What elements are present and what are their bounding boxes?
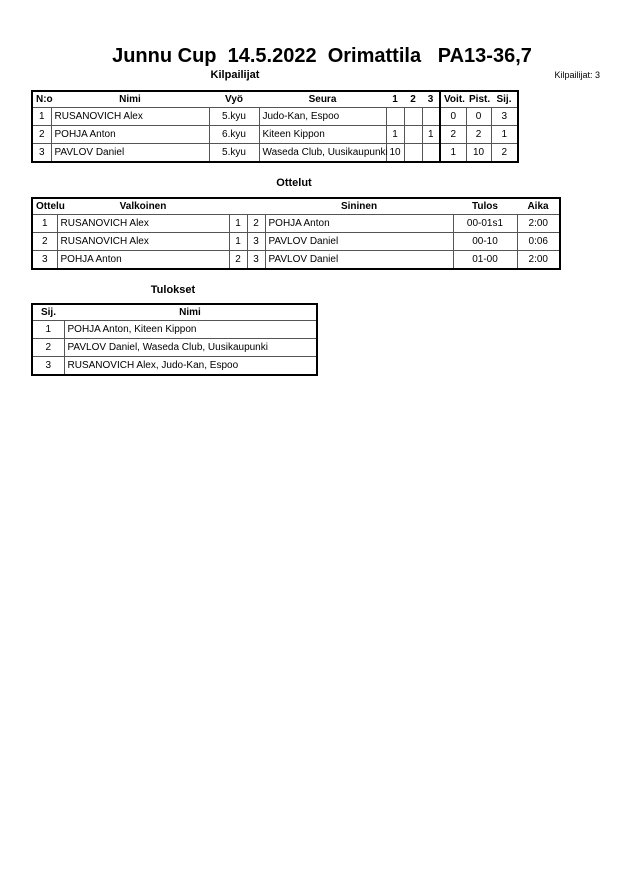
table-cell: POHJA Anton, Kiteen Kippon [63,320,318,339]
table-cell [403,125,423,144]
column-header: N:o [32,91,53,108]
table-cell: 10 [465,143,492,163]
table-cell: 2 [31,338,65,357]
table-row: 1 RUSANOVICH Alex 1 2 POHJA Anton 00-01s1 2:00 [31,214,561,233]
table-cell: 5.kyu [208,143,260,163]
table-cell: 3 [490,107,519,126]
table-cell: RUSANOVICH Alex, Judo-Kan, Espoo [63,356,318,376]
table-cell: RUSANOVICH Alex [50,107,210,126]
competitors-heading: Kilpailijat [210,69,260,81]
matches-table: Ottelu Valkoinen Sininen Tulos Aika 1 RUSANOV… [31,197,561,270]
column-header: Voit. [439,91,466,108]
column-header: Sij. [32,304,64,321]
table-cell: 01-00 [452,250,518,270]
column-header: Sij. [491,91,518,108]
table-row: 2 POHJA Anton 6.kyu Kiteen Kippon 1 1 2 2 1 [31,125,519,144]
table-cell: 0:06 [516,232,561,251]
column-header: Ottelu [32,198,65,215]
table-cell: 5.kyu [208,107,260,126]
table-cell: PAVLOV Daniel [50,143,210,163]
column-header: 1 [386,91,404,108]
table-cell: 1 [421,125,441,144]
table-cell: 0 [465,107,492,126]
table-cell: RUSANOVICH Alex [56,232,230,251]
table-cell [421,107,441,126]
table-cell [403,107,423,126]
table-cell: 3 [31,250,58,270]
table-cell: Judo-Kan, Espoo [258,107,387,126]
table-cell: 2:00 [516,250,561,270]
table-cell: 1 [31,107,52,126]
table-cell: RUSANOVICH Alex [56,214,230,233]
table-cell: 1 [490,125,519,144]
table-cell: 00-01s1 [452,214,518,233]
table-cell [403,143,423,163]
table-cell: 1 [439,143,467,163]
table-cell: 6.kyu [208,125,260,144]
column-header: Tulos [453,198,517,215]
column-header: Sininen [265,198,453,215]
competitors-table: N:o Nimi Vyö Seura 1 2 3 Voit. Pist. Sij. 1 RUSANO… [31,90,519,163]
table-cell: 3 [31,356,65,376]
results-heading: Tulokset [150,284,196,296]
table-cell: PAVLOV Daniel, Waseda Club, Uusikaupunki [63,338,318,357]
table-cell: 2 [439,125,467,144]
table-header-row: N:o Nimi Vyö Seura 1 2 3 Voit. Pist. Sij. [32,91,518,108]
table-cell: 2 [246,214,266,233]
table-cell: Kiteen Kippon [258,125,387,144]
column-header: Aika [517,198,560,215]
table-header-row: Sij. Nimi [32,304,317,321]
document-title: Junnu Cup 14.5.2022 Orimattila PA13-36,7 [112,45,532,67]
table-cell: 3 [246,250,266,270]
table-cell: 10 [385,143,405,163]
table-cell: 3 [31,143,52,163]
column-header: Seura [259,91,386,108]
table-row: 3 POHJA Anton 2 3 PAVLOV Daniel 01-00 2:00 [31,250,561,270]
column-header: Valkoinen [57,198,229,215]
table-cell: 3 [246,232,266,251]
table-cell: POHJA Anton [50,125,210,144]
table-cell: 1 [228,232,248,251]
table-cell: 2 [465,125,492,144]
table-cell: 2 [31,125,52,144]
table-row: 1 POHJA Anton, Kiteen Kippon [31,320,318,339]
table-row: 2 RUSANOVICH Alex 1 3 PAVLOV Daniel 00-10 0:06 [31,232,561,251]
matches-heading: Ottelut [276,177,312,189]
column-header [247,198,265,215]
column-header: 3 [422,91,440,108]
table-header-row: Ottelu Valkoinen Sininen Tulos Aika [32,198,560,215]
table-row: 1 RUSANOVICH Alex 5.kyu Judo-Kan, Espoo 0 0 3 [31,107,519,126]
table-cell: 2 [490,143,519,163]
table-cell: 1 [228,214,248,233]
column-header [229,198,247,215]
table-cell: Waseda Club, Uusikaupunki [258,143,388,163]
table-row: 2 PAVLOV Daniel, Waseda Club, Uusikaupunk… [31,338,318,357]
table-cell [421,143,441,163]
table-cell: 1 [31,320,65,339]
table-cell: 2 [228,250,248,270]
column-header: Nimi [51,91,209,108]
table-cell: POHJA Anton [264,214,454,233]
table-cell [385,107,405,126]
competitor-count: Kilpailijat: 3 [554,70,600,80]
column-header: 2 [404,91,422,108]
table-cell: PAVLOV Daniel [264,232,454,251]
table-cell: 0 [439,107,467,126]
table-cell: 2 [31,232,58,251]
table-cell: 2:00 [516,214,561,233]
column-header: Pist. [466,91,491,108]
table-cell: 1 [31,214,58,233]
results-table: Sij. Nimi 1 POHJA Anton, Kiteen Kippon 2 PAV… [31,303,318,376]
table-cell: 00-10 [452,232,518,251]
table-cell: POHJA Anton [56,250,230,270]
table-row: 3 RUSANOVICH Alex, Judo-Kan, Espoo [31,356,318,376]
column-header: Vyö [209,91,259,108]
column-header: Nimi [64,304,317,321]
table-cell: 1 [385,125,405,144]
table-cell: PAVLOV Daniel [264,250,454,270]
table-row: 3 PAVLOV Daniel 5.kyu Waseda Club, Uusikaup… [31,143,519,163]
